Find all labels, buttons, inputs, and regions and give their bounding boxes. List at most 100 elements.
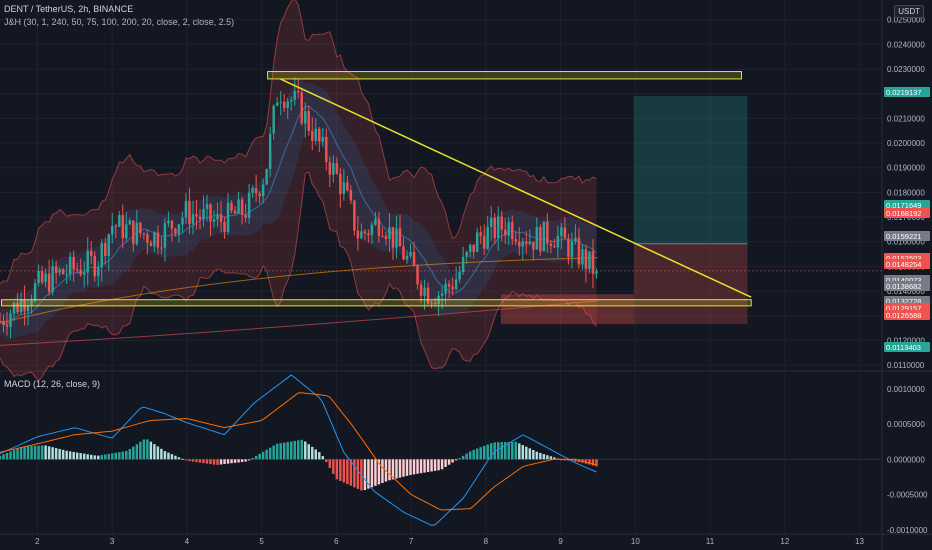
candle-body xyxy=(493,217,496,239)
macd-histogram-bar xyxy=(454,459,458,461)
candle-body xyxy=(353,200,356,231)
macd-histogram-bar xyxy=(237,459,240,463)
price-tick-label: 0.0190000 xyxy=(887,164,925,173)
price-label-text: 0.0159221 xyxy=(886,232,921,241)
macd-histogram-bar xyxy=(47,446,51,460)
macd-histogram-bar xyxy=(325,459,328,463)
long-position-tool[interactable] xyxy=(0,95,882,325)
candle-body xyxy=(89,250,93,257)
candle-body xyxy=(58,269,61,273)
candle-body xyxy=(475,232,479,252)
macd-histogram-bar xyxy=(219,459,223,465)
macd-histogram-bar xyxy=(65,450,68,460)
candle-body xyxy=(535,227,539,250)
candle-body xyxy=(9,313,12,327)
macd-histogram-bar xyxy=(475,448,479,460)
candle-body xyxy=(135,222,139,244)
macd-histogram-bar xyxy=(532,450,535,460)
macd-histogram-bar xyxy=(114,452,118,460)
macd-histogram-bar xyxy=(342,459,346,483)
long-ma-line xyxy=(0,300,599,346)
macd-histogram-bar xyxy=(209,459,212,465)
macd-histogram-bar xyxy=(398,459,402,478)
macd-histogram-bar xyxy=(332,459,335,474)
symbol-title[interactable]: DENT / TetherUS, 2h, BINANCE xyxy=(4,4,134,14)
macd-histogram-bar xyxy=(86,454,89,460)
inner-band-fill xyxy=(0,78,597,340)
macd-histogram-bar xyxy=(458,458,461,460)
candle-body xyxy=(198,216,202,219)
candle-body xyxy=(163,223,167,248)
macd-line xyxy=(0,374,597,526)
indicator-legend[interactable]: J&H (30, 1, 240, 50, 75, 100, 200, 20, c… xyxy=(4,17,235,27)
macd-histogram-bar xyxy=(542,454,546,460)
candle-body xyxy=(219,214,223,222)
macd-histogram-bar xyxy=(321,456,325,460)
candle-body xyxy=(570,241,574,258)
price-label-text: 0.0132728 xyxy=(886,297,921,306)
macd-histogram-bar xyxy=(272,445,275,460)
macd-histogram-bar xyxy=(560,459,563,461)
descending-trendline xyxy=(279,78,752,298)
candle-body xyxy=(595,271,598,274)
time-tick-label: 8 xyxy=(484,537,489,546)
candle-body xyxy=(272,105,275,134)
macd-histogram-bar xyxy=(79,453,82,460)
price-label-text: 0.0138682 xyxy=(886,282,921,291)
candle-body xyxy=(195,214,198,217)
candle-body xyxy=(156,232,160,248)
mid-band-line xyxy=(0,105,597,325)
candle-body xyxy=(205,204,209,210)
macd-histogram-bar xyxy=(223,459,226,465)
macd-histogram-bar xyxy=(370,459,374,488)
candle-body xyxy=(223,221,226,233)
price-label-text: 0.0148254 xyxy=(886,260,921,269)
price-label-text: 0.0152503 xyxy=(886,254,921,263)
candle-body xyxy=(226,202,230,233)
macd-histogram-bar xyxy=(202,459,205,464)
price-tick-label: 0.0120000 xyxy=(887,336,925,345)
macd-histogram-bar xyxy=(426,459,430,473)
candle-body xyxy=(297,91,300,93)
candle-body xyxy=(391,227,395,248)
macd-histogram-bar xyxy=(93,455,96,460)
macd-histogram-bar xyxy=(244,459,247,462)
candle-body xyxy=(521,241,525,247)
candle-body xyxy=(184,200,188,218)
macd-histogram-bar xyxy=(339,459,342,481)
macd-histogram-bar xyxy=(72,451,75,460)
macd-histogram-bar xyxy=(128,449,132,460)
macd-histogram-bar xyxy=(191,459,195,462)
price-and-time-axes: 0.01100000.01200000.01300000.01400000.01… xyxy=(35,16,930,546)
macd-histogram-bar xyxy=(258,453,261,460)
macd-legend[interactable]: MACD (12, 26, close, 9) xyxy=(4,379,101,389)
macd-histogram-bar xyxy=(160,448,163,460)
candle-body xyxy=(0,320,2,322)
candle-body xyxy=(153,232,156,247)
price-label-bg xyxy=(884,281,930,291)
candle-body xyxy=(209,204,212,222)
macd-histogram-bar xyxy=(111,453,114,460)
macd-histogram-bar xyxy=(591,459,595,466)
candle-body xyxy=(335,163,339,174)
macd-histogram-bar xyxy=(5,452,9,460)
macd-tick-label: -0.0005000 xyxy=(887,491,928,500)
price-tick-label: 0.0160000 xyxy=(887,238,925,247)
candle-body xyxy=(282,102,286,108)
macd-pane xyxy=(0,374,882,526)
macd-histogram-bar xyxy=(493,442,496,460)
time-tick-label: 9 xyxy=(558,537,563,546)
time-tick-label: 13 xyxy=(855,537,864,546)
resistance-zone xyxy=(267,71,742,80)
time-tick-label: 11 xyxy=(706,537,715,546)
candle-body xyxy=(65,274,68,276)
candle-body xyxy=(416,265,419,285)
drawing-zones[interactable] xyxy=(0,71,752,307)
candle-body xyxy=(574,237,577,242)
price-label-tag: 0.0159221 xyxy=(884,231,930,241)
price-label-text: 0.0129157 xyxy=(886,304,921,313)
price-label-bg xyxy=(884,200,930,210)
currency-badge[interactable]: USDT xyxy=(894,5,924,18)
candle-body xyxy=(356,230,360,239)
